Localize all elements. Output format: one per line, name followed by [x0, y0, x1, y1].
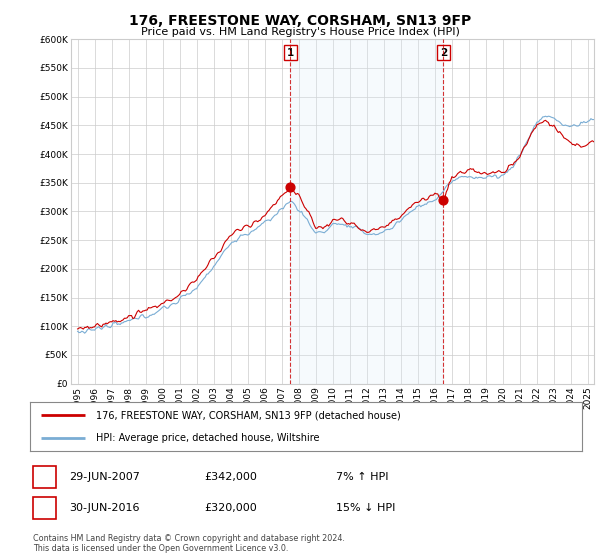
Text: 29-JUN-2007: 29-JUN-2007: [69, 472, 140, 482]
Text: £342,000: £342,000: [204, 472, 257, 482]
Text: 15% ↓ HPI: 15% ↓ HPI: [336, 503, 395, 513]
Point: [286, 183, 295, 192]
Text: Contains HM Land Registry data © Crown copyright and database right 2024.
This d: Contains HM Land Registry data © Crown c…: [33, 534, 345, 553]
Text: 2: 2: [440, 48, 447, 58]
Bar: [290, 39, 443, 384]
Text: Price paid vs. HM Land Registry's House Price Index (HPI): Price paid vs. HM Land Registry's House …: [140, 27, 460, 37]
Text: 2: 2: [41, 503, 48, 513]
Text: HPI: Average price, detached house, Wiltshire: HPI: Average price, detached house, Wilt…: [96, 433, 320, 444]
Text: 1: 1: [41, 472, 48, 482]
Text: £320,000: £320,000: [204, 503, 257, 513]
Text: 1: 1: [287, 48, 294, 58]
Text: 7% ↑ HPI: 7% ↑ HPI: [336, 472, 389, 482]
Text: 176, FREESTONE WAY, CORSHAM, SN13 9FP (detached house): 176, FREESTONE WAY, CORSHAM, SN13 9FP (d…: [96, 410, 401, 421]
Point: [439, 195, 448, 204]
Text: 30-JUN-2016: 30-JUN-2016: [69, 503, 139, 513]
Text: 176, FREESTONE WAY, CORSHAM, SN13 9FP: 176, FREESTONE WAY, CORSHAM, SN13 9FP: [129, 14, 471, 28]
